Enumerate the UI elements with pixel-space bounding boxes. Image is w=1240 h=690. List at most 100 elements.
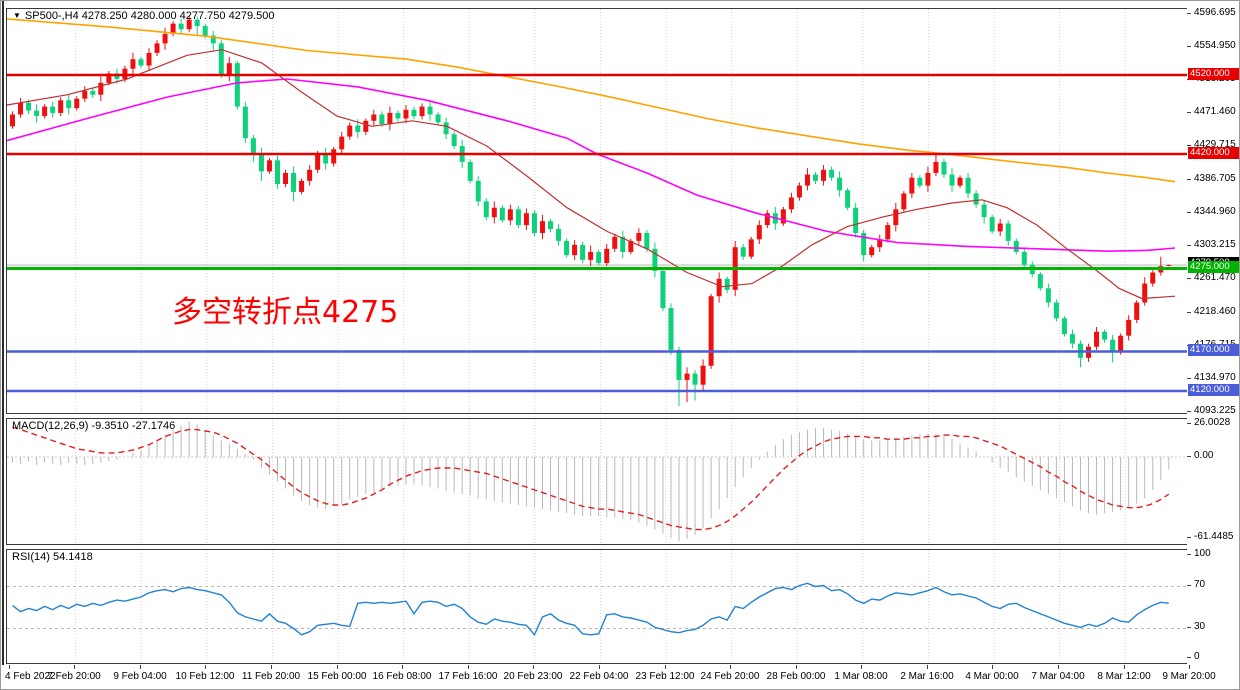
macd-axis[interactable]: 26.0028 0.00 -61.4485 [1187, 417, 1239, 545]
candle-body [1142, 283, 1148, 303]
candle-body [796, 185, 802, 198]
time-label: 4 Mar 00:00 [965, 671, 1019, 682]
time-label: 11 Feb 20:00 [241, 671, 301, 682]
candle-body [307, 169, 313, 181]
candle-body [315, 154, 321, 170]
candle-body [780, 209, 786, 224]
candle-body [291, 172, 297, 192]
time-tick-mark [730, 665, 731, 669]
candle-body [371, 114, 377, 121]
chevron-down-icon[interactable]: ▼ [13, 11, 21, 20]
candle-body [74, 98, 80, 109]
candle-body [973, 193, 979, 205]
candle-body [266, 160, 272, 172]
axis-tick-mark [1187, 112, 1191, 113]
time-axis[interactable]: 4 Feb 2022 7 Feb 20:00 9 Feb 04:00 10 Feb 1… [1, 665, 1239, 689]
chart-title: ▼ SP500-,H4 4278.250 4280.000 4277.750 42… [13, 10, 274, 22]
candle-body [1102, 331, 1108, 340]
ma-line-orange [7, 18, 1176, 183]
axis-tick-label: 4386.705 [1194, 173, 1236, 184]
ma-line-magenta [7, 78, 1176, 253]
candle-body [186, 19, 192, 30]
time-label: 22 Feb 04:00 [569, 671, 629, 682]
axis-tick-label: 4429.715 [1194, 139, 1236, 150]
price-axis[interactable]: 4596.6954554.9504513.2054471.4604429.715… [1187, 7, 1239, 416]
macd-indicator-panel[interactable]: MACD(12,26,9) -9.3510 -27.1746 [6, 418, 1188, 545]
axis-tick-label: 4303.215 [1194, 239, 1236, 250]
candle-body [162, 33, 168, 44]
candle-body [1005, 223, 1011, 241]
time-label: 15 Feb 00:00 [307, 671, 367, 682]
candle-body [724, 278, 730, 290]
time-label: 20 Feb 23:00 [503, 671, 563, 682]
rsi-axis[interactable]: 100 70 30 0 [1187, 548, 1239, 664]
rsi-chart[interactable] [7, 550, 1187, 663]
candle-body [612, 236, 618, 249]
time-tick-mark [1189, 665, 1190, 669]
candle-body [1053, 302, 1059, 319]
candle-body [539, 221, 545, 233]
macd-chart[interactable] [7, 419, 1187, 544]
text-annotation[interactable]: 多空转折点4275 [172, 295, 399, 330]
candle-body [949, 174, 955, 186]
axis-tick-mark [1187, 411, 1191, 412]
axis-tick-label: 4218.460 [1194, 306, 1236, 317]
axis-tick-mark [1187, 278, 1191, 279]
candle-body [299, 180, 305, 192]
axis-tick-label: 4554.950 [1194, 40, 1236, 51]
time-label: 23 Feb 12:00 [635, 671, 695, 682]
candle-body [42, 106, 48, 117]
ma-line-darkred [7, 49, 1176, 300]
axis-tick-mark [1187, 312, 1191, 313]
candle-body [740, 247, 746, 257]
candle-body [804, 174, 810, 186]
time-tick-mark [927, 665, 928, 669]
candle-body [411, 109, 417, 117]
candle-body [339, 136, 345, 150]
axis-tick-label: 4344.960 [1194, 206, 1236, 217]
candle-body [965, 177, 971, 194]
candle-body [234, 63, 240, 107]
candle-body [10, 114, 15, 127]
candle-body [379, 114, 385, 124]
candle-body [1045, 288, 1051, 303]
candle-body [58, 100, 64, 113]
axis-tick-mark [1187, 13, 1191, 14]
candle-body [34, 110, 40, 117]
price-badge-4420.000: 4420.000 [1188, 147, 1239, 159]
time-label: 2 Mar 16:00 [900, 671, 954, 682]
candle-body [90, 90, 96, 95]
candle-body [981, 204, 987, 218]
axis-tick-label: 4261.470 [1194, 272, 1236, 283]
time-label: 1 Mar 08:00 [834, 671, 888, 682]
axis-tick-mark [1187, 212, 1191, 213]
candle-body [1118, 335, 1124, 352]
time-tick-mark [1058, 665, 1059, 669]
candle-body [170, 23, 176, 34]
candle-body [636, 233, 642, 241]
window-left-edge [2, 1, 4, 689]
candlestick-chart[interactable] [7, 9, 1187, 413]
candle-body [146, 52, 152, 66]
candle-body [507, 209, 513, 221]
chart-title-text: SP500-,H4 4278.250 4280.000 4277.750 427… [24, 10, 275, 22]
candle-body [194, 19, 200, 27]
axis-tick-mark [1187, 46, 1191, 47]
rsi-indicator-panel[interactable]: RSI(14) 54.1418 [6, 549, 1188, 664]
axis-tick-label: 4471.460 [1194, 106, 1236, 117]
rsi-label: RSI(14) 54.1418 [12, 551, 93, 563]
time-tick-mark [140, 665, 141, 669]
candle-body [668, 308, 674, 350]
candle-body [435, 114, 441, 123]
candle-body [66, 100, 72, 109]
candle-body [909, 177, 915, 194]
main-chart-panel[interactable]: ▼ SP500-,H4 4278.250 4280.000 4277.750 42… [6, 8, 1188, 414]
candle-body [363, 120, 369, 132]
time-label: 10 Feb 12:00 [175, 671, 235, 682]
candle-body [210, 35, 216, 44]
time-label: 16 Feb 08:00 [372, 671, 432, 682]
candle-body [347, 125, 353, 137]
time-tick-mark [205, 665, 206, 669]
candle-body [1021, 251, 1027, 265]
